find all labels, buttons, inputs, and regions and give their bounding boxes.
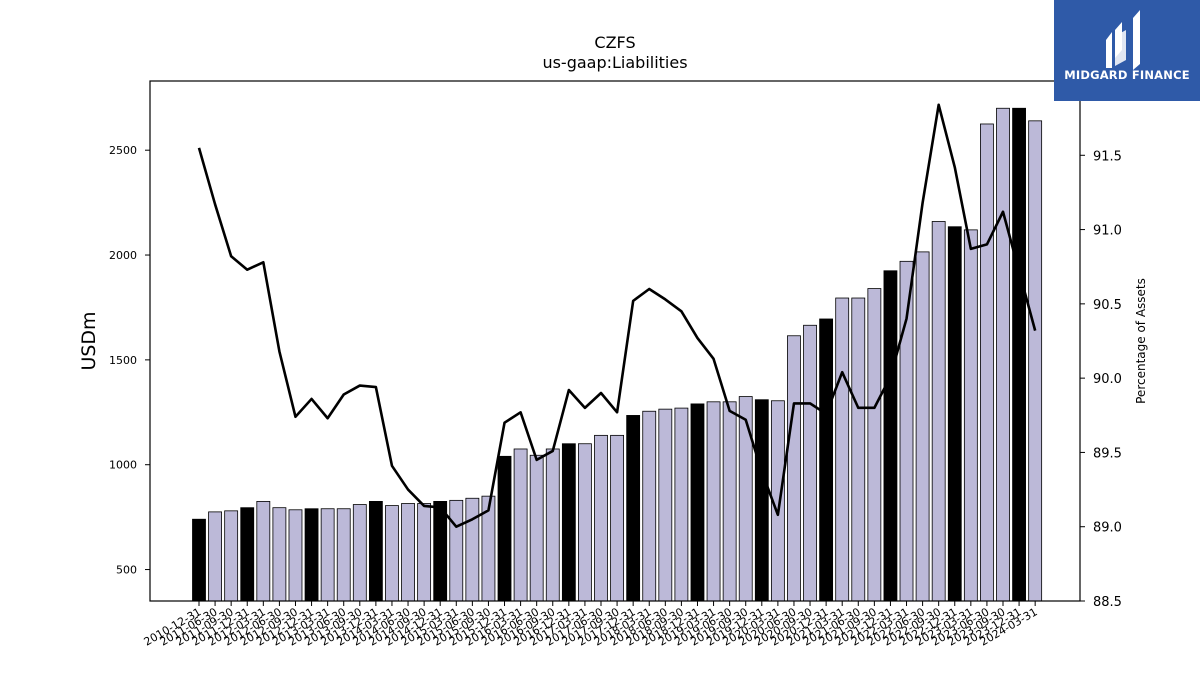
bar-2022-06-30 — [915, 251, 930, 602]
y-tick-label: 500 — [116, 564, 137, 577]
bar-2021-06-30 — [851, 297, 866, 602]
bar-2022-09-30 — [931, 221, 946, 602]
bar-2014-09-30 — [417, 503, 432, 602]
bar-2017-09-30 — [610, 434, 624, 602]
bar-2018-06-30 — [658, 408, 673, 602]
bar-2021-09-30 — [867, 288, 882, 602]
bar-2016-09-30 — [545, 448, 560, 602]
bar-2018-09-30 — [674, 407, 689, 602]
bar-series — [192, 107, 1043, 602]
bar-2012-03-31 — [256, 500, 271, 602]
x-axis: 2010-12-312011-06-302011-09-302011-12-31… — [142, 601, 1040, 649]
logo-text: MIDGARD FINANCE — [1064, 68, 1190, 82]
y2-tick-label: 89.0 — [1093, 521, 1122, 536]
bar-2017-06-30 — [594, 434, 608, 602]
bar-2019-12-31 — [754, 399, 769, 602]
bar-2012-09-30 — [288, 509, 303, 602]
percentage-line — [197, 103, 1037, 529]
bar-2021-12-31 — [883, 270, 898, 602]
bar-2012-06-30 — [272, 507, 287, 602]
bar-2011-12-31 — [240, 507, 255, 602]
y-axis-label: USDm — [78, 311, 100, 370]
y2-tick-label: 91.0 — [1093, 224, 1122, 239]
bar-2020-09-30 — [803, 324, 817, 602]
bar-2013-09-30 — [352, 504, 367, 602]
plot-frame — [149, 80, 1081, 602]
bar-2023-03-31 — [963, 229, 978, 602]
bar-2015-06-30 — [465, 497, 480, 602]
bar-2012-12-31 — [304, 508, 319, 602]
bar-2013-12-31 — [368, 500, 383, 602]
chart-subtitle: us-gaap:Liabilities — [542, 53, 687, 72]
y2-tick-label: 88.5 — [1093, 595, 1122, 610]
left-axis: 500 1000 1500 2000 2500 — [109, 144, 150, 577]
bar-2016-12-31 — [561, 443, 576, 602]
bar-2010-12-31 — [192, 518, 206, 602]
bar-2019-03-31 — [706, 401, 721, 602]
bar-2018-03-31 — [642, 410, 657, 602]
bar-2018-12-31 — [690, 403, 705, 602]
brand-logo: MIDGARD FINANCE — [1054, 0, 1200, 101]
y-tick-label: 2500 — [109, 144, 137, 157]
y2-tick-label: 91.5 — [1093, 149, 1122, 164]
bar-2017-12-31 — [626, 415, 641, 602]
y2-axis-label: Percentage of Assets — [1134, 278, 1148, 404]
bar-2014-06-30 — [401, 503, 415, 602]
bar-2020-06-30 — [787, 335, 801, 602]
bar-2014-03-31 — [385, 505, 399, 602]
bar-2015-12-31 — [497, 455, 512, 602]
bar-2020-12-31 — [819, 318, 834, 602]
bar-2023-06-30 — [980, 123, 994, 602]
chart-title: CZFS — [594, 33, 635, 52]
bar-2014-12-31 — [433, 500, 448, 602]
bar-2024-03-31 — [1028, 120, 1043, 602]
bar-2013-06-30 — [336, 508, 351, 602]
bar-2013-03-31 — [320, 508, 335, 602]
bar-2023-12-31 — [1012, 107, 1026, 602]
y-tick-label: 1500 — [109, 354, 137, 367]
bar-2011-09-30 — [224, 510, 239, 602]
bar-2019-09-30 — [738, 396, 753, 602]
bar-2021-03-31 — [835, 297, 850, 602]
bar-2015-03-31 — [449, 499, 464, 602]
bar-2017-03-31 — [578, 443, 592, 602]
bar-2016-03-31 — [513, 448, 528, 602]
line-series — [197, 103, 1037, 529]
bar-2022-12-31 — [947, 226, 962, 602]
bar-2019-06-30 — [722, 401, 737, 602]
right-axis: 88.5 89.0 89.5 90.0 90.5 91.0 91.5 — [1080, 149, 1122, 610]
bar-2016-06-30 — [529, 454, 544, 602]
y-tick-label: 2000 — [109, 249, 137, 262]
bar-2011-06-30 — [208, 511, 222, 602]
y-tick-label: 1000 — [109, 459, 137, 472]
y2-tick-label: 89.5 — [1093, 446, 1122, 461]
y2-tick-label: 90.0 — [1093, 372, 1122, 387]
y2-tick-label: 90.5 — [1093, 298, 1122, 313]
logo-mark-icon — [1106, 10, 1140, 70]
bar-2023-09-30 — [996, 107, 1010, 602]
